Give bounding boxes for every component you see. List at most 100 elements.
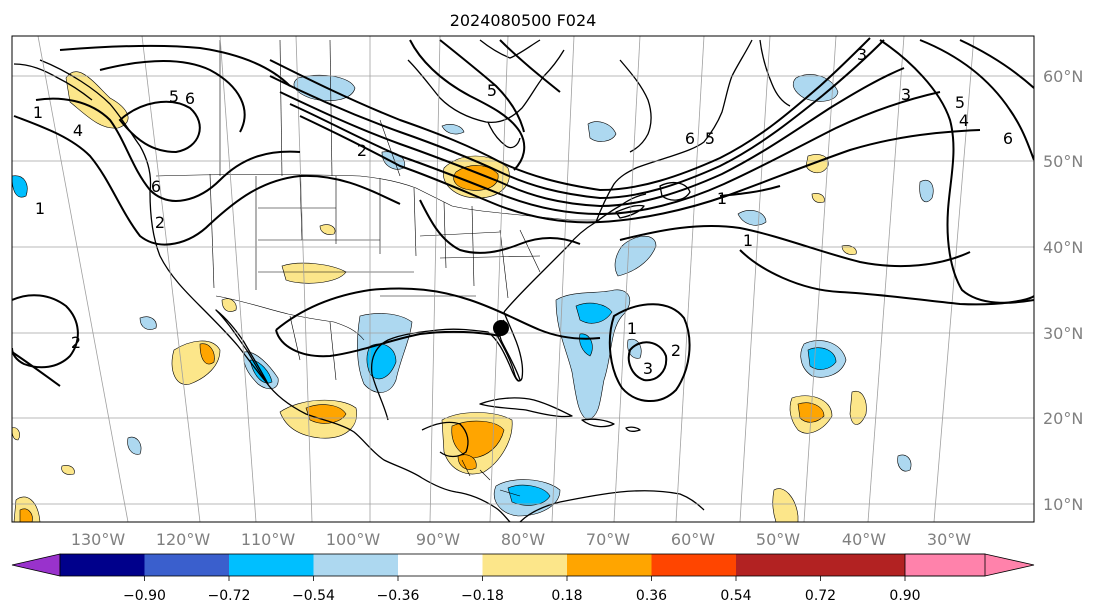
colorbar-segment <box>567 554 652 576</box>
contour-line <box>879 39 1034 304</box>
cool-patch <box>127 436 142 455</box>
contour-line <box>289 91 941 216</box>
cool-patch <box>12 175 28 198</box>
warm-patch <box>453 165 499 191</box>
canada-arctic-islands <box>479 39 541 59</box>
colorbar-tick-labels: −0.90 −0.72 −0.54 −0.36 −0.18 0.18 0.36 … <box>123 588 921 604</box>
longitude-label: 80°W <box>501 530 545 549</box>
colorbar-tick-label: −0.36 <box>377 588 420 604</box>
latitude-label: 40°N <box>1043 238 1083 257</box>
state-line <box>499 229 509 299</box>
contour-line <box>919 39 1034 161</box>
contour-label: 2 <box>155 213 165 232</box>
contour-line <box>959 39 1034 89</box>
contour-line <box>719 185 781 197</box>
contour-label: 3 <box>643 359 653 378</box>
longitude-label: 40°W <box>842 530 886 549</box>
warm-patch <box>849 390 867 425</box>
contour-label: 2 <box>71 333 81 352</box>
cool-patch <box>441 124 465 135</box>
contour-line <box>275 287 601 340</box>
hudson-bay-coast <box>407 49 565 124</box>
warm-patch <box>457 454 477 470</box>
cool-patch <box>139 316 157 330</box>
contour-lines <box>12 37 1034 403</box>
latitude-label: 60°N <box>1043 67 1083 86</box>
warm-patch <box>805 154 829 174</box>
central-america-borders <box>461 459 471 477</box>
warm-patch <box>772 488 799 522</box>
florida-peninsula <box>493 311 524 382</box>
state-line <box>419 231 501 237</box>
yucatan-peninsula <box>421 421 469 458</box>
warm-patch <box>19 508 33 522</box>
contour-label: 1 <box>627 319 637 338</box>
contour-line <box>275 329 501 358</box>
contour-label: 4 <box>959 111 969 130</box>
contour-label: 6 <box>185 89 195 108</box>
latitude-label: 30°N <box>1043 324 1083 343</box>
province-line <box>379 119 401 177</box>
baja-california <box>215 309 269 385</box>
colorbar-segment <box>398 554 483 576</box>
graticule <box>12 36 1034 522</box>
hispaniola-island <box>581 418 615 428</box>
contour-label: 6 <box>151 177 161 196</box>
warm-patch <box>811 193 825 203</box>
colorbar-segment <box>820 554 905 576</box>
colorbar-tick-label: 0.18 <box>551 588 582 604</box>
colorbar-segment <box>651 554 736 576</box>
colorbar-extend-low <box>11 553 61 577</box>
cool-patch <box>919 179 934 203</box>
latitude-label: 10°N <box>1043 495 1083 514</box>
warm-patch <box>841 245 857 255</box>
longitude-labels: 130°W 120°W 110°W 100°W 90°W 80°W 70°W 6… <box>71 530 971 549</box>
cool-patch <box>507 484 551 506</box>
latitude-label: 20°N <box>1043 409 1083 428</box>
colorbar-tick-label: 0.90 <box>889 588 920 604</box>
us-mexico-border <box>215 295 365 341</box>
colorbar-segment <box>229 554 314 576</box>
contour-label: 6 <box>1003 129 1013 148</box>
state-line <box>413 187 417 257</box>
alaska-panhandle <box>13 63 93 101</box>
labrador-coast <box>619 59 652 153</box>
contour-line <box>619 224 971 268</box>
colorbar-segment <box>736 554 821 576</box>
colorbar-segment <box>482 554 567 576</box>
north-america-west-coast <box>39 59 511 522</box>
longitude-label: 30°W <box>927 530 971 549</box>
state-line <box>471 205 475 287</box>
canada-east-coast <box>595 39 753 223</box>
nova-scotia <box>615 204 645 219</box>
colorbar-tick-label: −0.54 <box>292 588 335 604</box>
warm-patch <box>319 224 336 235</box>
james-bay <box>487 121 521 149</box>
map-area: 1 2 6 5 4 6 5 2 1 3 6 5 4 3 1 1 2 3 1 2 … <box>12 36 1034 522</box>
longitude-label: 110°W <box>241 530 296 549</box>
us-canada-border <box>155 174 600 221</box>
warm-patch <box>221 298 237 312</box>
longitude-label: 130°W <box>71 530 126 549</box>
contour-line <box>99 59 246 133</box>
province-line <box>279 39 283 177</box>
contour-label: 6 <box>685 129 695 148</box>
colorbar-tick-label: −0.90 <box>123 588 166 604</box>
colorbar-extend-high <box>904 553 1035 577</box>
contour-label: 4 <box>73 121 83 140</box>
political-borders <box>155 39 600 497</box>
latitude-labels: 60°N 50°N 40°N 30°N 20°N 10°N <box>1043 67 1083 514</box>
contour-label: 3 <box>901 85 911 104</box>
contour-line <box>118 100 201 154</box>
colorbar: −0.90 −0.72 −0.54 −0.36 −0.18 0.18 0.36 … <box>11 553 1035 604</box>
contour-line <box>499 39 561 93</box>
south-america-north-coast <box>519 490 705 522</box>
cool-patch <box>575 302 613 324</box>
contour-label: 1 <box>717 189 727 208</box>
state-line <box>439 255 541 259</box>
contour-line <box>409 39 526 171</box>
contour-line <box>419 199 581 254</box>
contour-line <box>299 115 981 224</box>
contour-line <box>13 115 401 246</box>
gulf-of-mexico-coast <box>370 319 521 421</box>
